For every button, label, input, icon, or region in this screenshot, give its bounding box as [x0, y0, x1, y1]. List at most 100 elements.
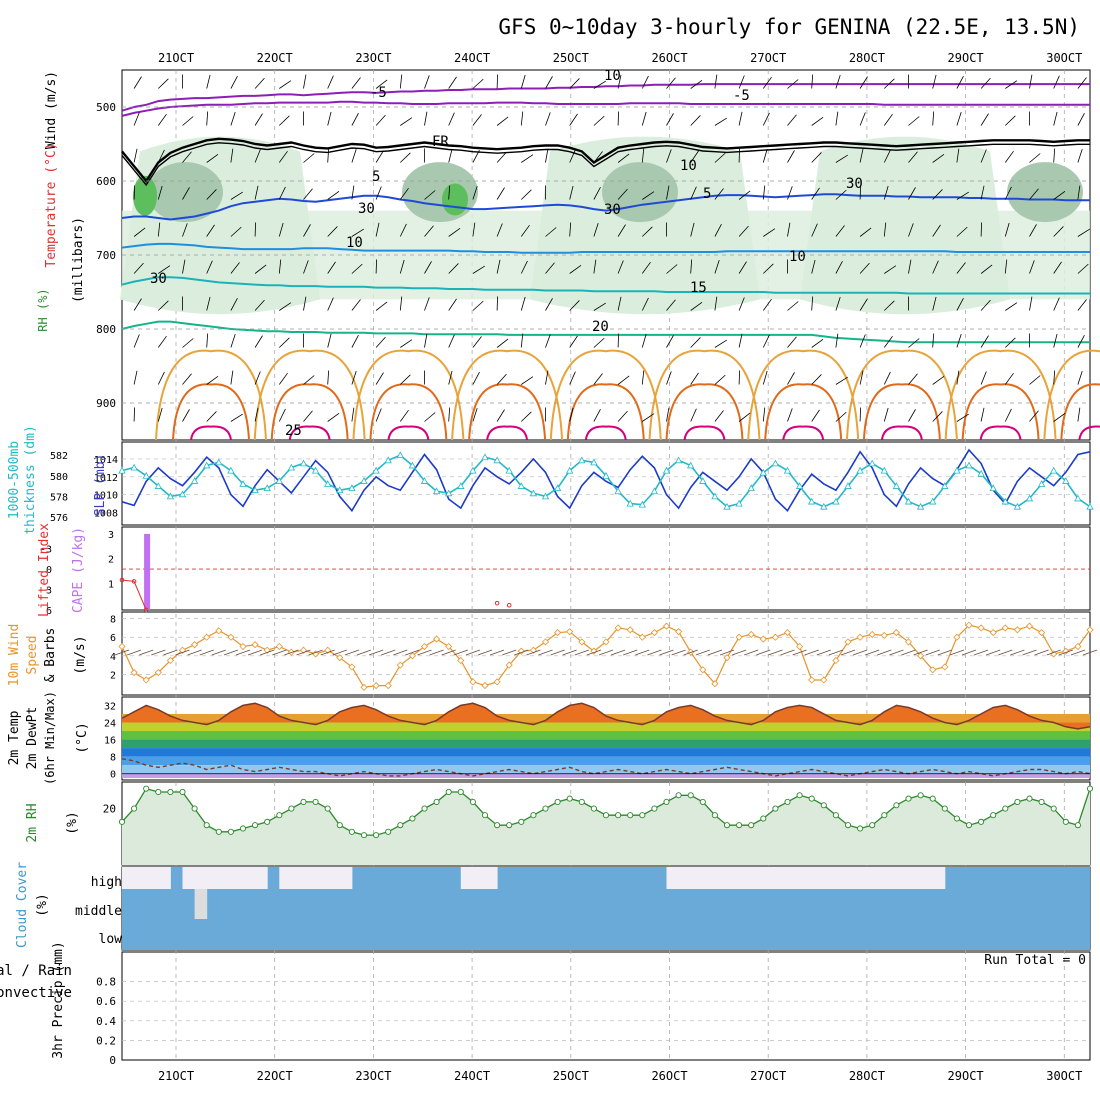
- wind-barb: [279, 116, 289, 126]
- high-clear-cell: [158, 867, 171, 889]
- high-clear-cell: [473, 867, 486, 889]
- wind-barb: [841, 650, 855, 655]
- wind-barb: [594, 373, 603, 384]
- thickness-tick: 576: [50, 513, 68, 524]
- isotherm-35: [487, 427, 527, 440]
- wind-barb: [158, 336, 166, 347]
- date-label-top: 28OCT: [849, 51, 885, 65]
- axis-label: Cloud Cover: [15, 862, 30, 948]
- wind-barb: [933, 112, 934, 126]
- wind-barb: [163, 650, 177, 655]
- wind-barb: [236, 650, 250, 655]
- cloud-level-label: low: [99, 932, 123, 947]
- thickness-tick: 582: [50, 451, 68, 462]
- wind-barb: [231, 76, 238, 88]
- isotherm-30: [864, 384, 940, 440]
- wind-barb: [328, 76, 334, 89]
- rh-marker: [204, 823, 209, 828]
- isotherm-label: 5: [703, 186, 711, 202]
- rh-marker: [1027, 796, 1032, 801]
- wind-barb: [304, 376, 315, 385]
- rh-marker: [724, 823, 729, 828]
- high-clear-cell: [291, 867, 304, 889]
- wind-barb: [430, 650, 444, 655]
- high-clear-cell: [255, 867, 268, 889]
- wind-barb: [127, 650, 141, 655]
- date-label-bottom: 25OCT: [553, 1069, 589, 1083]
- rh-marker: [966, 823, 971, 828]
- wind-barb: [696, 650, 710, 655]
- wind-barb: [1078, 113, 1085, 125]
- date-label-top: 22OCT: [257, 51, 293, 65]
- high-clear-cell: [775, 867, 788, 889]
- wind-barb: [1078, 371, 1082, 384]
- isotherm-label: 5: [372, 169, 380, 185]
- wind-barb: [812, 339, 823, 347]
- wind-barb: [279, 409, 285, 422]
- wind-barb: [546, 334, 551, 347]
- wind-barb: [158, 79, 168, 89]
- wind-barb: [836, 112, 838, 126]
- wind-barb: [981, 408, 984, 422]
- isotherm-30: [667, 384, 743, 440]
- wind-barb: [454, 650, 468, 655]
- rh-marker: [700, 799, 705, 804]
- rh-marker: [180, 789, 185, 794]
- isotherm-label: 25: [285, 423, 302, 439]
- wind-barb: [618, 411, 627, 421]
- isotherm-label: 30: [358, 201, 375, 217]
- isotherm-35: [586, 427, 626, 440]
- wind-barb: [563, 650, 577, 655]
- rh-marker: [422, 806, 427, 811]
- temp-band: [122, 774, 1090, 778]
- rh-marker: [313, 799, 318, 804]
- wind-barb: [667, 335, 674, 347]
- isotherm-35: [882, 427, 922, 440]
- wind-barb: [618, 376, 629, 385]
- rh-marker: [845, 823, 850, 828]
- wind-barb: [763, 299, 771, 310]
- wind-barb: [200, 650, 214, 655]
- wind-barb: [715, 75, 717, 89]
- axis-label: (6hr Min/Max): [43, 691, 57, 785]
- wind-barb: [224, 650, 238, 655]
- date-label-top: 27OCT: [750, 51, 786, 65]
- wind-barb: [212, 650, 226, 655]
- wind-barb: [853, 650, 867, 655]
- isotherm-30: [963, 384, 1039, 440]
- rh-marker: [652, 806, 657, 811]
- high-clear-cell: [304, 867, 317, 889]
- axis-label: 2m Temp: [7, 710, 22, 765]
- high-clear-cell: [739, 867, 752, 889]
- wind-barb: [231, 371, 233, 385]
- wind-barb: [691, 373, 699, 385]
- high-clear-cell: [800, 867, 813, 889]
- wind-barb: [207, 334, 208, 348]
- wind-barb: [933, 75, 936, 89]
- li-line: [122, 580, 146, 610]
- wind-barb: [328, 112, 331, 126]
- isotherm-35: [191, 427, 231, 440]
- wind-barb: [139, 650, 153, 655]
- wind-barb: [763, 149, 767, 162]
- wind-marker: [651, 630, 657, 636]
- wind-barb: [708, 650, 722, 655]
- wind-barb: [425, 334, 427, 348]
- rh-marker: [482, 813, 487, 818]
- temp-tick: 0: [110, 770, 116, 781]
- rh-marker: [809, 796, 814, 801]
- wind-barb: [521, 412, 531, 422]
- wind-marker: [361, 684, 367, 690]
- wind-barb: [884, 372, 890, 385]
- wind-barb: [642, 334, 646, 347]
- high-clear-cell: [231, 867, 244, 889]
- date-label-top: 23OCT: [355, 51, 391, 65]
- thickness-marker: [676, 457, 682, 463]
- date-label-top: 29OCT: [948, 51, 984, 65]
- wind-barb: [788, 115, 797, 126]
- wind-barb: [1005, 373, 1013, 384]
- cloud-level-label: high: [91, 875, 122, 890]
- wind-marker: [482, 683, 488, 689]
- wind-barb: [521, 112, 522, 126]
